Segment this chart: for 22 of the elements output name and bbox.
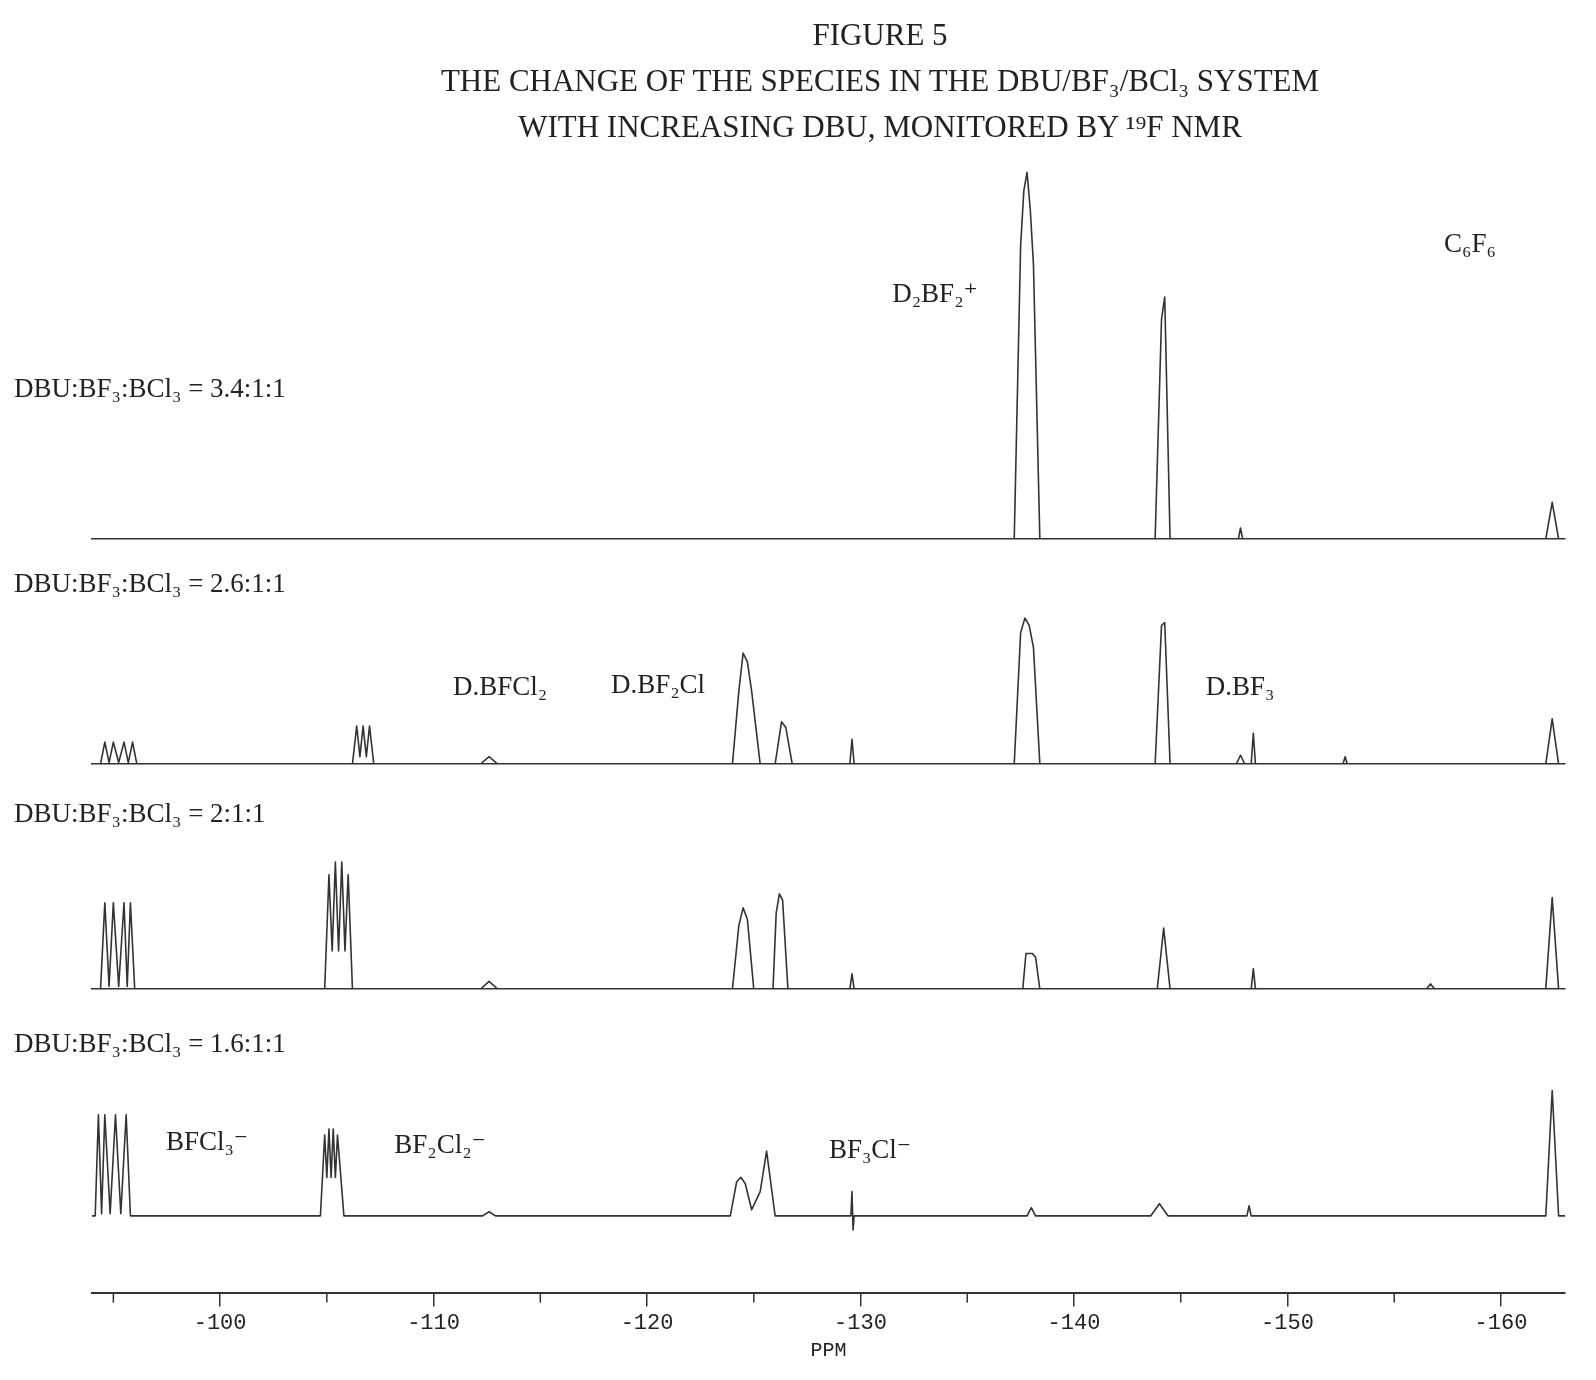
- annotation: D.BF₃: [1205, 671, 1275, 702]
- annotation: D₂BF₂⁺: [892, 278, 978, 309]
- chart-title: FIGURE 5: [812, 17, 948, 52]
- text: DBU:BF₃:BCl₃ = 1.6:1:1: [14, 1028, 286, 1059]
- annotation: BF₂Cl₂⁻: [394, 1129, 486, 1160]
- x-tick-label: -150: [1261, 1310, 1314, 1336]
- annotation: BF₃Cl⁻: [828, 1134, 912, 1165]
- chart-subtitle: THE CHANGE OF THE SPECIES IN THE DBU/BF₃/BCl₃ SYSTEM WITH INCREASING DBU, MONITORED BY ¹⁹F NMR: [440, 63, 1320, 144]
- x-tick-label: -140: [1047, 1310, 1101, 1336]
- annotation: DBU:BF₃:BCl₃ = 3.4:1:1: [14, 373, 286, 404]
- text: DBU:BF₃:BCl₃ = 2:1:1: [14, 798, 266, 829]
- x-tick-label: -120: [620, 1310, 674, 1336]
- annotation: D.BF₂Cl: [610, 669, 706, 700]
- annotation: C₆F₆: [1444, 228, 1496, 259]
- x-tick-label: -110: [407, 1310, 460, 1336]
- annotation: BFCl₃⁻: [165, 1126, 249, 1157]
- x-tick-label: -160: [1474, 1310, 1528, 1336]
- x-axis-title: PPM: [810, 1339, 847, 1363]
- x-tick-label: -100: [193, 1310, 247, 1336]
- text: DBU:BF₃:BCl₃ = 2.6:1:1: [14, 568, 286, 599]
- annotation: D.BFCl₂: [452, 671, 548, 702]
- x-tick-label: -130: [834, 1310, 887, 1336]
